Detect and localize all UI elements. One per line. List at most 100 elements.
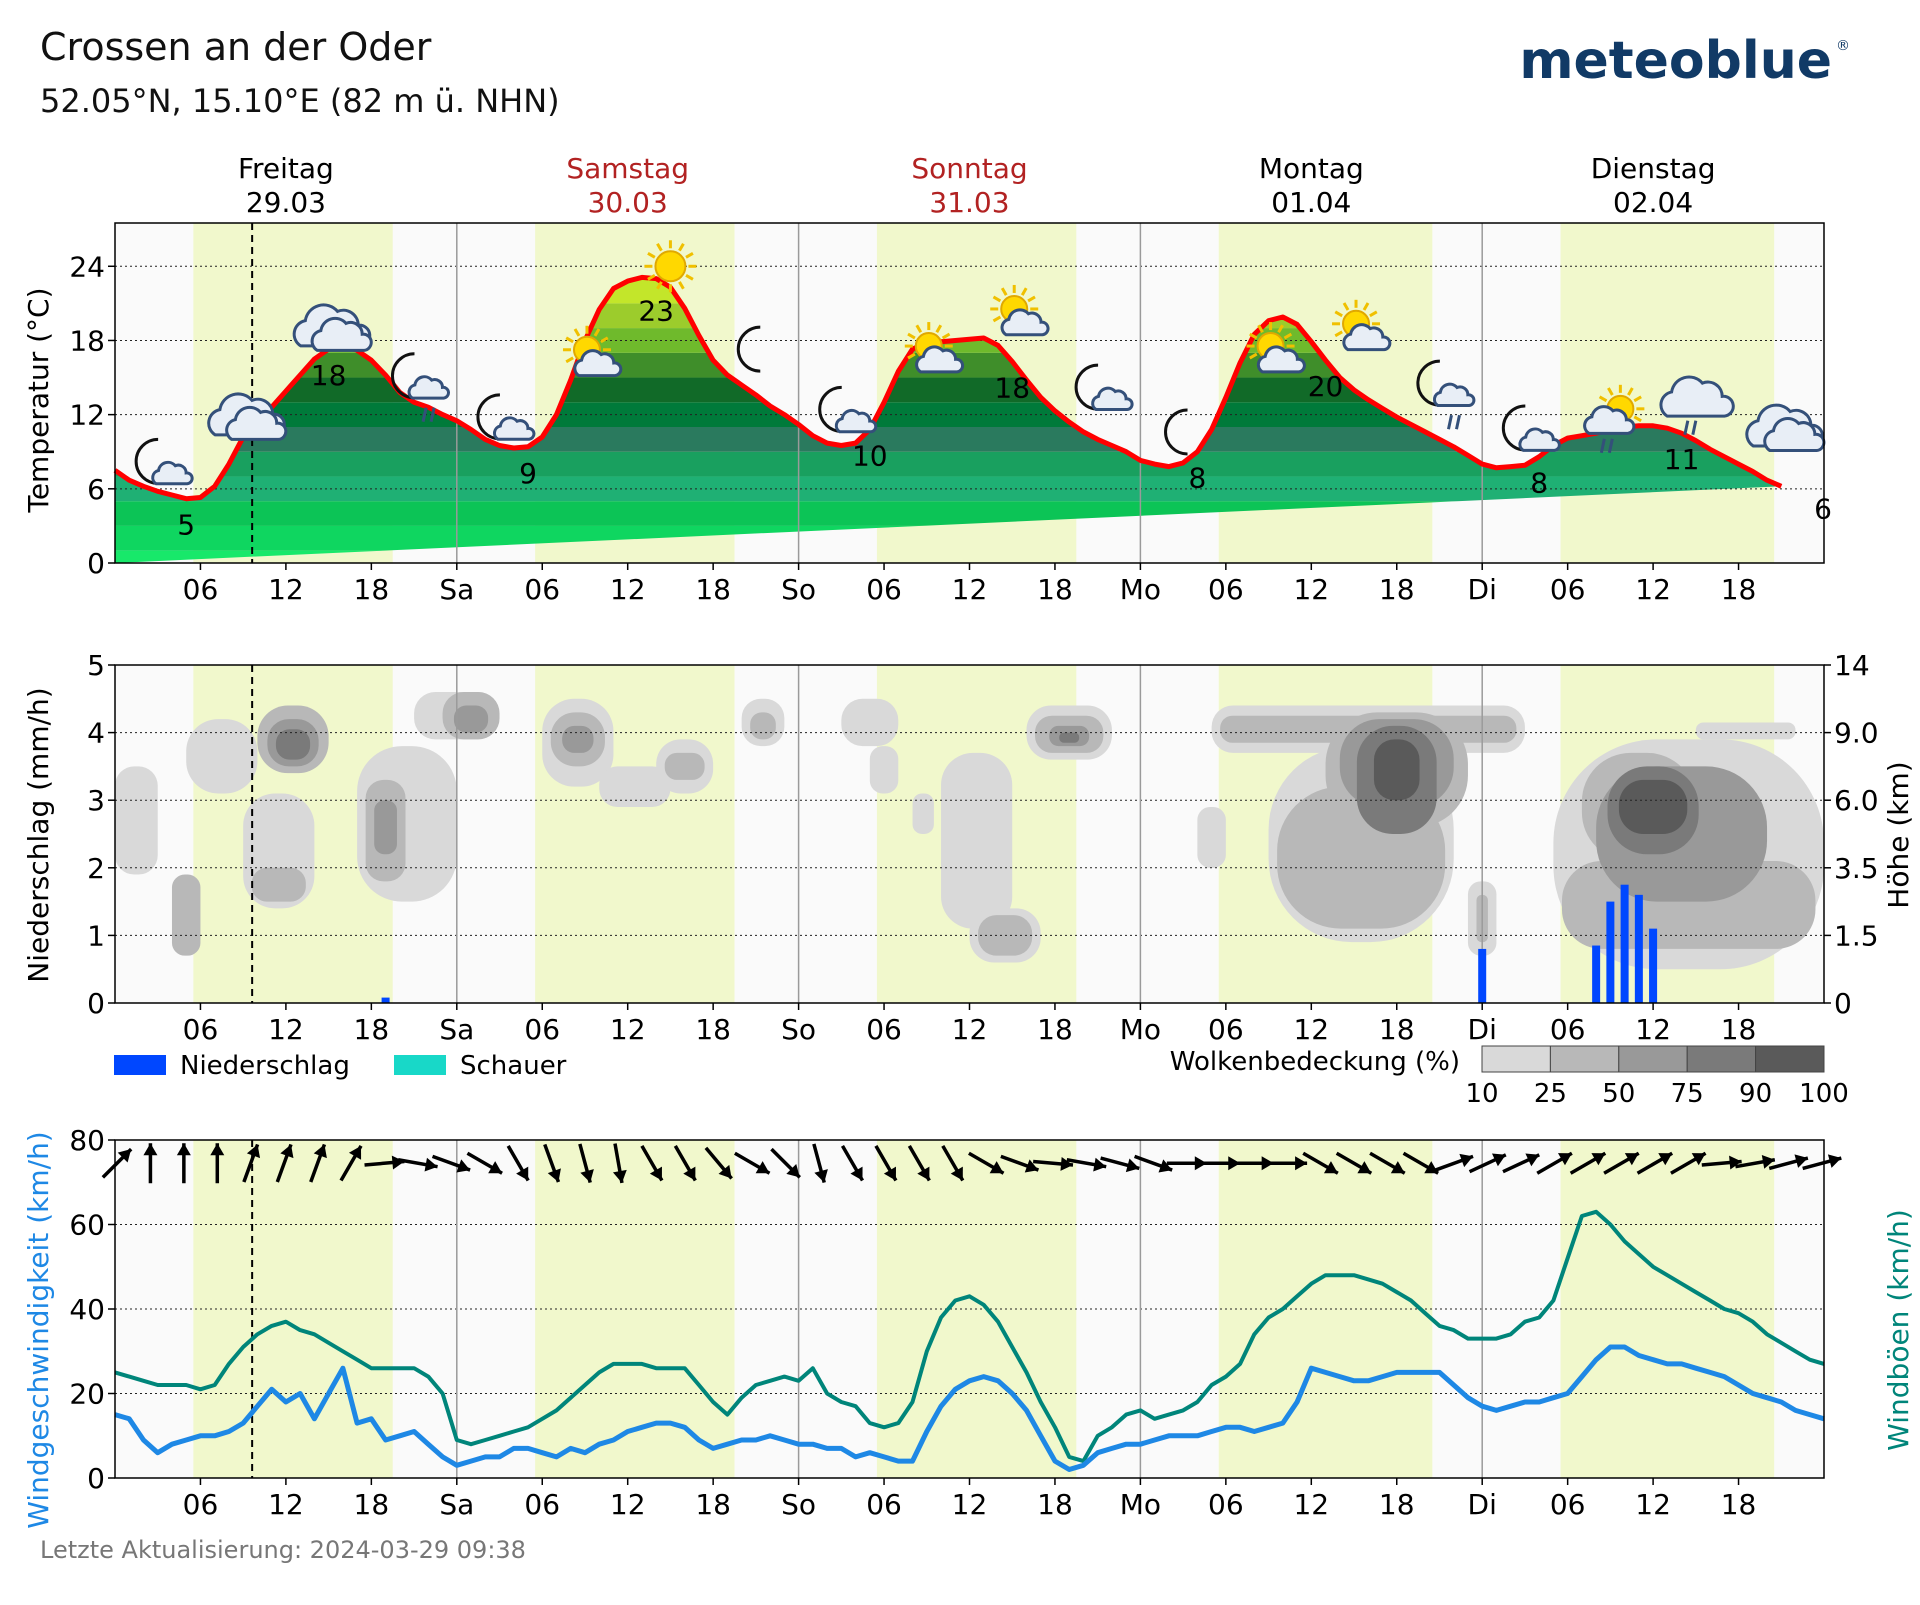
- wind-arrow-16: [640, 1145, 664, 1182]
- location-title: Crossen an der Oder: [40, 25, 432, 69]
- x-tick-label: 12: [952, 1013, 988, 1046]
- sun-ray: [1283, 332, 1293, 340]
- x-tick-label: 18: [1721, 1013, 1757, 1046]
- wind-arrow-45: [1603, 1151, 1640, 1175]
- wind-arrow-7: [339, 1145, 363, 1182]
- wind-arrow-head: [391, 1155, 405, 1170]
- x-tick-label: 06: [1550, 573, 1586, 606]
- x-tick-label: 18: [1379, 1013, 1415, 1046]
- cloud-legend-label-0: 10: [1465, 1079, 1498, 1109]
- wind-arrow-14: [578, 1143, 594, 1184]
- location-coordinates: 52.05°N, 15.10°E (82 m ü. NHN): [40, 82, 560, 120]
- y-tick-label: 40: [69, 1293, 105, 1326]
- wind-arrow-head: [1323, 1161, 1338, 1174]
- temperature-label-7: 20: [1308, 370, 1344, 403]
- wind-arrow-head: [1158, 1159, 1173, 1173]
- x-tick-label: 06: [183, 1488, 219, 1521]
- y-tick-label: 60: [69, 1209, 105, 1242]
- cloud-legend-swatch-3: [1686, 1045, 1757, 1073]
- wind-arrow-43: [1536, 1151, 1573, 1175]
- cloud-cover-area-16: [562, 725, 594, 753]
- cloud-shape: [573, 349, 623, 378]
- temperature-band-3: [115, 476, 1782, 502]
- x-tick-label: 06: [866, 1488, 902, 1521]
- day-header-2-date: 31.03: [929, 186, 1009, 219]
- wind-arrow-head: [488, 1161, 503, 1174]
- sun-ray: [685, 273, 694, 281]
- y-tick-label: 20: [69, 1378, 105, 1411]
- cloud-shape: [834, 408, 878, 434]
- wind-arrow-head: [348, 1145, 362, 1160]
- sun-ray: [1369, 310, 1378, 318]
- cloud-shape: [310, 316, 373, 352]
- weather-icons: [134, 240, 1826, 486]
- day-header-3-date: 01.04: [1271, 186, 1351, 219]
- y-tick-label: 80: [69, 1124, 105, 1157]
- wind-arrow-head: [1125, 1158, 1140, 1173]
- wind-arrow-29: [1066, 1157, 1107, 1172]
- moon-cloud-icon: [1074, 363, 1134, 412]
- x-tick-label: 06: [1550, 1488, 1586, 1521]
- wind-gust-line: [114, 1209, 1825, 1464]
- x-tick-label: 06: [1550, 1013, 1586, 1046]
- sun-ray: [1249, 352, 1258, 360]
- legend-precipitation-swatch: [114, 1055, 166, 1075]
- wind-arrow-41: [1468, 1153, 1507, 1174]
- day-header-1-name: Samstag: [566, 152, 689, 185]
- y-tick-label: 1: [87, 919, 105, 952]
- temperature-label-4: 10: [852, 439, 888, 472]
- sun-ray: [1627, 387, 1634, 396]
- x-tick-label: Sa: [439, 573, 474, 606]
- wind-grid: [115, 1140, 1824, 1478]
- temperature-label-3: 23: [638, 295, 674, 328]
- sun-ray: [1277, 324, 1284, 333]
- cloud-cover-area-5: [275, 729, 311, 760]
- wind-arrow-head: [1761, 1154, 1775, 1169]
- wind-arrow-head: [117, 1149, 132, 1163]
- sun-cloud-icon: [562, 325, 623, 378]
- x-tick-label: 12: [268, 1488, 304, 1521]
- wind-arrow-51: [1802, 1154, 1842, 1171]
- x-tick-label: 18: [1037, 1488, 1073, 1521]
- cloud-cover-area-10: [374, 800, 397, 855]
- precipitation-bar-4: [1620, 884, 1629, 1003]
- wind-arrow-2: [176, 1143, 191, 1184]
- legend-showers-swatch: [394, 1055, 446, 1075]
- moon-icon: [736, 325, 761, 373]
- x-tick-label: 18: [1379, 1488, 1415, 1521]
- cloud-cover-area-31: [1059, 732, 1080, 743]
- wind-arrow-head: [989, 1161, 1004, 1174]
- x-tick-label: 12: [610, 1488, 646, 1521]
- wind-arrow-3: [210, 1143, 225, 1184]
- y-tick-label: 0: [87, 987, 105, 1020]
- cloud-shape: [225, 405, 288, 441]
- rain-drop: [1447, 414, 1453, 430]
- cloud-shape: [151, 460, 194, 486]
- wind-arrow-19: [734, 1151, 771, 1175]
- temperature-band-4: [115, 451, 1782, 477]
- cloud-cover-area-7: [251, 867, 306, 902]
- wind-arrow-6: [309, 1143, 327, 1183]
- x-tick-label: 12: [268, 573, 304, 606]
- wind-arrow-40: [1434, 1153, 1474, 1172]
- x-tick-label: 18: [1721, 1488, 1757, 1521]
- x-tick-label: 18: [1037, 573, 1073, 606]
- cloud-cover-area-13: [453, 705, 489, 733]
- wind-arrow-head: [883, 1166, 896, 1181]
- y-tick-label: 0: [87, 1462, 105, 1495]
- sun-ray: [600, 336, 609, 344]
- rain-drop: [429, 407, 436, 423]
- wind-arrow-head: [424, 1157, 438, 1172]
- precipitation-bar-5: [1634, 894, 1643, 1003]
- day-header-3-name: Montag: [1259, 152, 1364, 185]
- cloud-icon: [207, 392, 288, 441]
- y-tick-label: 24: [69, 250, 105, 283]
- x-tick-label: 18: [354, 1013, 390, 1046]
- cloud-legend-label-3: 75: [1671, 1079, 1704, 1109]
- sun-cloud-icon: [1332, 299, 1392, 352]
- y-tick-label: 5: [87, 649, 105, 682]
- y-right-tick-label: 0: [1834, 987, 1852, 1020]
- wind-arrow-head: [1557, 1153, 1572, 1166]
- cloud-cover-area-49: [1695, 722, 1796, 740]
